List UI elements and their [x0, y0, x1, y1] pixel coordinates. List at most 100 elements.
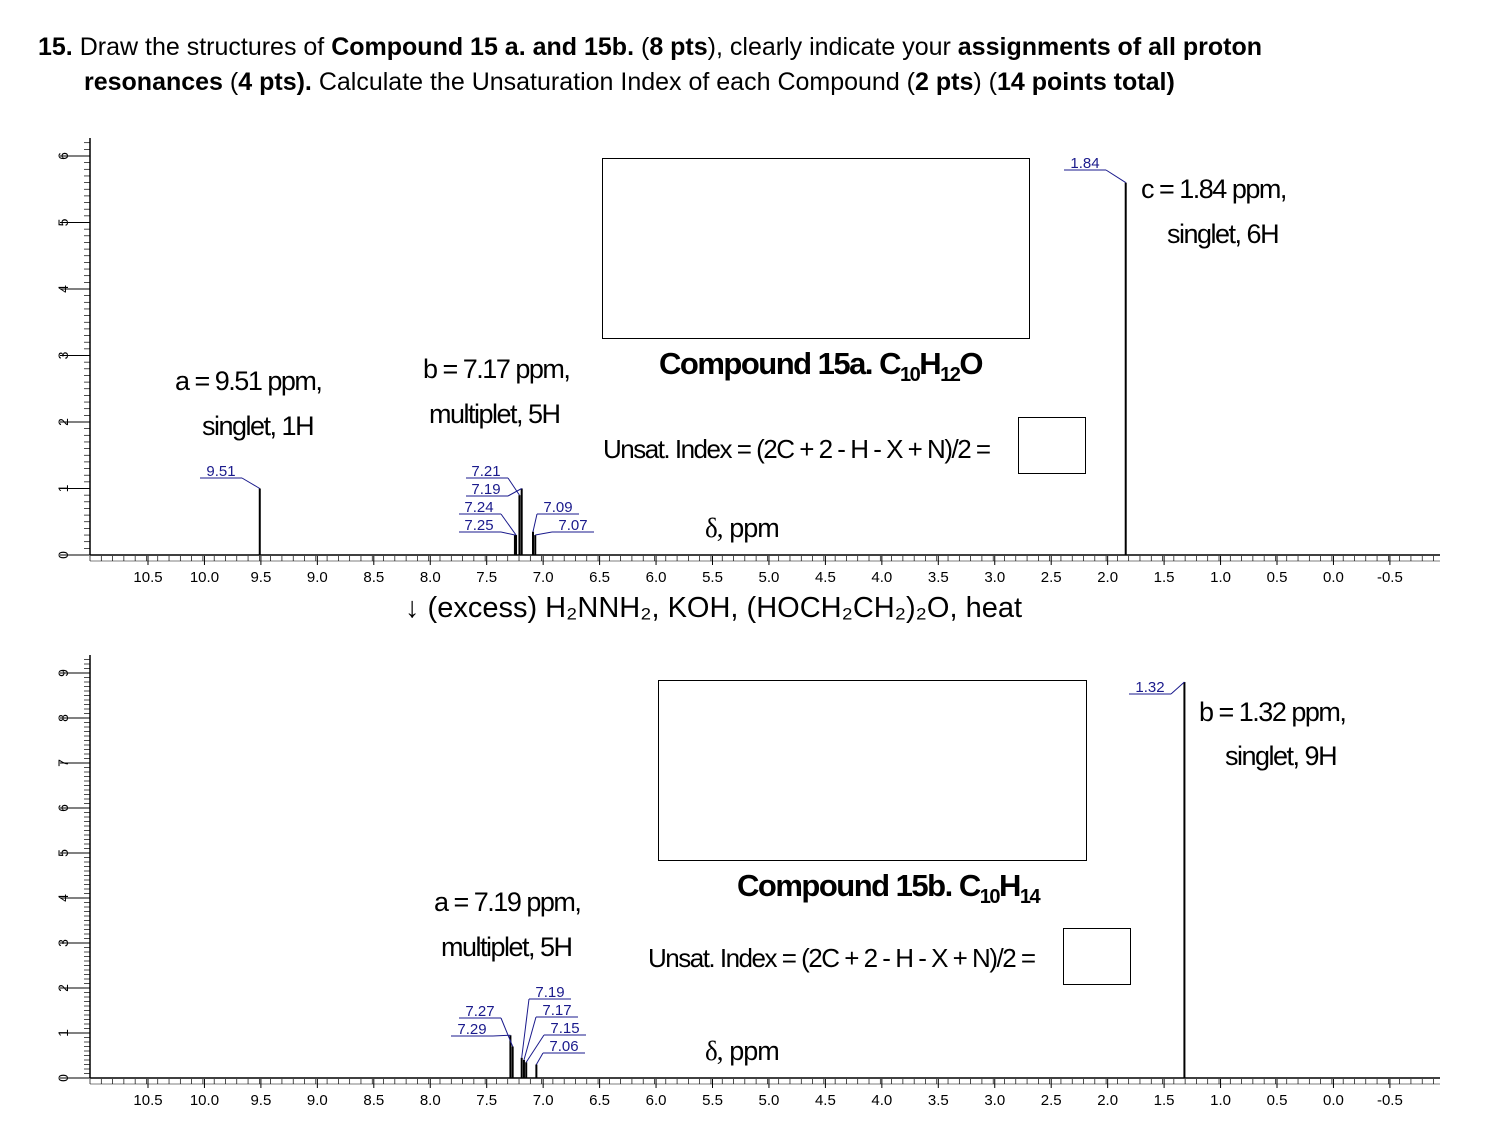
peak-label-leader [492, 1034, 511, 1037]
formula-part: 10 [900, 364, 921, 387]
compound-15a-name: Compound 15a. [659, 346, 880, 381]
peak-label: 7.17 [542, 1002, 571, 1019]
assignment-b-15b-line1: b = 1.32 ppm, [1199, 697, 1347, 727]
assignment-a-15b-line1: a = 7.19 ppm, [434, 887, 582, 917]
peak-label: 7.06 [549, 1038, 578, 1055]
x-tick-label: 4.0 [871, 569, 892, 586]
y-tick-label: 5 [55, 218, 71, 226]
x-tick-label: 2.0 [1097, 1092, 1118, 1109]
x-tick-label: 6.5 [589, 569, 610, 586]
peak-label-leader [1170, 681, 1185, 695]
x-tick-label: 0.5 [1267, 1092, 1288, 1109]
question-line1-segment: ), clearly indicate your [707, 33, 958, 61]
peak-label: 1.84 [1070, 155, 1099, 172]
formula-part: H [998, 868, 1021, 903]
question-line2-segment: Calculate the Unsaturation Index of each… [311, 68, 916, 96]
delta-symbol: δ, [705, 513, 724, 543]
peak-label-leader [507, 488, 522, 497]
peak-label-leader [500, 513, 517, 536]
peak-label-leader [523, 1016, 537, 1061]
question-line1-segment: 8 pts [649, 33, 708, 61]
peak-label: 7.24 [464, 499, 493, 516]
x-tick-label: 10.5 [133, 1092, 162, 1109]
assignment-b-15b-line2: singlet, 9H [1225, 741, 1338, 771]
y-tick-label: 1 [55, 484, 71, 492]
x-tick-label: 5.5 [702, 569, 723, 586]
peak-label-leader [521, 998, 530, 1058]
formula-part: C [958, 868, 981, 903]
peak-label-leader [535, 531, 553, 536]
x-tick-label: 9.5 [250, 1092, 271, 1109]
x-tick-label: 3.5 [928, 569, 949, 586]
y-tick-label: 7 [55, 759, 71, 767]
peak-label: 7.25 [464, 517, 493, 534]
x-tick-label: 0.0 [1323, 569, 1344, 586]
unsat-formula-15a: Unsat. Index = (2C + 2 - H - X + N)/2 = [603, 434, 991, 464]
x-tick-label: 6.0 [646, 569, 667, 586]
y-tick-label: 8 [55, 714, 71, 722]
y-tick-label: 1 [55, 1029, 71, 1037]
question-line1-segment: Draw the structures of [72, 33, 332, 61]
x-tick-label: 5.0 [759, 569, 780, 586]
question-line2-segment: ) ( [973, 68, 997, 96]
x-tick-label: 5.5 [702, 1092, 723, 1109]
x-tick-label: -0.5 [1377, 1092, 1403, 1109]
axis-unit: ppm [729, 1036, 780, 1066]
assignment-a-15b-line2: multiplet, 5H [441, 932, 573, 962]
x-tick-label: 9.5 [250, 569, 271, 586]
y-tick-label: 5 [55, 849, 71, 857]
assignment-b-15a-line1: b = 7.17 ppm, [423, 354, 571, 384]
y-tick-label: 4 [55, 285, 71, 293]
y-tick-label: 4 [55, 894, 71, 902]
unsat-answer-box-15b[interactable] [1063, 928, 1131, 985]
question-line1-segment: Compound 15 a. and 15b. [331, 33, 635, 61]
assignment-a-15a-line1: a = 9.51 ppm, [175, 366, 323, 396]
question-line2-segment: 4 pts). [238, 68, 312, 96]
question-line1-segment: assignments of all proton [957, 33, 1262, 61]
formula-part: O [959, 346, 983, 381]
peak-label: 7.29 [457, 1021, 486, 1038]
peak-label: 7.15 [550, 1020, 579, 1037]
peak-label: 7.07 [558, 517, 587, 534]
x-tick-label: 4.0 [871, 1092, 892, 1109]
x-tick-label: 10.0 [190, 1092, 219, 1109]
x-tick-label: 5.0 [759, 1092, 780, 1109]
structure-box-15b[interactable] [658, 680, 1087, 861]
reaction-conditions: ↓ (excess) H₂NNH₂, KOH, (HOCH₂CH₂)₂O, he… [405, 592, 1023, 624]
question-line-2: resonances (4 pts). Calculate the Unsatu… [38, 65, 1458, 100]
question-line2-segment: 14 points total) [996, 68, 1175, 96]
peak-label: 7.19 [535, 984, 564, 1001]
unsat-formula-15b: Unsat. Index = (2C + 2 - H - X + N)/2 = [648, 943, 1036, 973]
x-tick-label: 6.5 [589, 1092, 610, 1109]
peak-label-leader [507, 477, 520, 496]
x-tick-label: 7.5 [476, 1092, 497, 1109]
x-tick-label: 7.5 [476, 569, 497, 586]
assignment-b-15a-line2: multiplet, 5H [429, 399, 561, 429]
y-tick-label: 0 [55, 551, 71, 559]
question-number: 15. [38, 33, 73, 61]
compound-15a-formula: C10H12O [879, 346, 983, 386]
x-tick-label: 9.0 [307, 1092, 328, 1109]
structure-box-15a[interactable] [602, 158, 1030, 339]
x-tick-label: 4.5 [815, 569, 836, 586]
x-tick-label: 7.0 [533, 569, 554, 586]
y-tick-label: 6 [55, 804, 71, 812]
y-tick-label: 2 [55, 418, 71, 426]
x-tick-label: 1.5 [1154, 1092, 1175, 1109]
axis-unit: ppm [729, 513, 780, 543]
question-text: 15. Draw the structures of Compound 15 a… [38, 30, 1458, 100]
peak-label: 1.32 [1135, 679, 1164, 696]
formula-part: C [879, 346, 901, 381]
compound-15b-formula: C10H14 [958, 868, 1041, 908]
unsat-answer-box-15a[interactable] [1018, 417, 1086, 474]
peak-label-leader [500, 531, 516, 536]
y-tick-label: 2 [55, 984, 71, 992]
peak-label: 7.09 [543, 499, 572, 516]
peak-label-leader [500, 1017, 514, 1047]
y-tick-label: 6 [55, 152, 71, 160]
peak-label: 7.21 [471, 463, 500, 480]
x-tick-label: 10.0 [190, 569, 219, 586]
formula-part: 12 [940, 364, 961, 387]
question-line-1: Draw the structures of Compound 15 a. an… [73, 33, 1262, 61]
